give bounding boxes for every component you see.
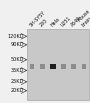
Text: 50KD: 50KD: [10, 57, 24, 62]
Text: 293: 293: [39, 17, 49, 27]
Bar: [82, 64, 86, 69]
Text: Mouse
brain: Mouse brain: [76, 9, 90, 27]
Text: 35KD: 35KD: [11, 68, 24, 73]
Bar: [40, 64, 45, 69]
Bar: [50, 64, 56, 69]
Text: 120KD: 120KD: [7, 34, 24, 39]
Text: U251: U251: [60, 15, 72, 27]
Text: Hela: Hela: [49, 16, 61, 27]
Text: A549: A549: [70, 15, 82, 27]
Bar: [27, 29, 89, 100]
Text: 25KD: 25KD: [11, 79, 24, 84]
Text: 20KD: 20KD: [10, 88, 24, 93]
Text: SH-SY5Y: SH-SY5Y: [29, 10, 46, 27]
Bar: [30, 64, 34, 69]
Bar: [71, 64, 76, 69]
Bar: [61, 64, 66, 69]
Text: 90KD: 90KD: [10, 42, 24, 47]
